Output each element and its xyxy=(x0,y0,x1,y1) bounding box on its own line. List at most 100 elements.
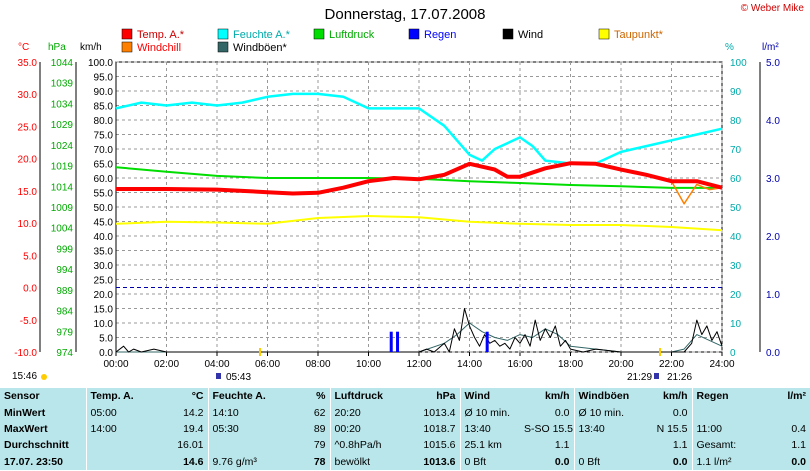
stats-cell: 0.0 xyxy=(791,455,806,468)
pressure-tick-label: 1004 xyxy=(51,224,74,235)
stats-header-cell: Feuchte A. xyxy=(207,388,280,405)
legend-swatch xyxy=(217,28,229,40)
humidity-tick-label: 80 xyxy=(730,116,742,127)
wind-tick-label: 10.0 xyxy=(94,319,114,330)
humidity-tick-label: 10 xyxy=(730,319,742,330)
stats-row-min: MinWert 05:00 14.2 14:10 62 20:20 1013.4… xyxy=(0,404,810,421)
temp-tick-label: 30.0 xyxy=(18,90,38,101)
sunset-label-a: 21:29 xyxy=(627,372,653,383)
pressure-tick-label: 1009 xyxy=(51,203,74,214)
copyright-label[interactable]: © Weber Mike xyxy=(740,3,804,14)
sunset-marker-icon xyxy=(654,373,659,379)
stats-row-avg: Durchschnitt 16.01 79 ^0.8hPa/h 1015.6 2… xyxy=(0,437,810,454)
humidity-tick-label: 30 xyxy=(730,261,742,272)
humidity-tick-label: 100 xyxy=(730,58,747,69)
x-tick-label: 04:00 xyxy=(204,359,229,370)
stats-cell: Ø 10 min. xyxy=(573,404,640,421)
wind-tick-label: 70.0 xyxy=(94,145,114,156)
stats-cell: 0.0 xyxy=(672,406,688,419)
stats-header-cell: Sensor xyxy=(4,390,40,403)
rain-tick-label: 4.0 xyxy=(766,116,780,127)
temp-tick-label: 5.0 xyxy=(23,251,37,262)
x-tick-label: 14:00 xyxy=(457,359,482,370)
stats-header-cell: Regen xyxy=(691,388,758,405)
temp-tick-label: 15.0 xyxy=(18,187,38,198)
temp-tick-label: -5.0 xyxy=(20,316,38,327)
stats-cell: 14:00 xyxy=(85,420,148,438)
stats-header-cell: Windböen xyxy=(573,388,640,405)
legend-label: Taupunkt* xyxy=(614,29,664,41)
wind-tick-label: 100.0 xyxy=(88,58,113,69)
stats-cell xyxy=(691,404,758,421)
stats-cell: 05:00 xyxy=(85,404,148,421)
stats-cell: 14.2 xyxy=(183,406,204,419)
wind-tick-label: 90.0 xyxy=(94,87,114,98)
stats-cell xyxy=(758,404,810,420)
humidity-tick-label: 0 xyxy=(730,348,736,359)
stats-row-current: 17.07. 23:50 14.6 9.76 g/m³ 78 bewölkt 1… xyxy=(0,453,810,470)
x-tick-label: 02:00 xyxy=(154,359,179,370)
stats-row-label: Durchschnitt xyxy=(4,439,69,452)
page-title: Donnerstag, 17.07.2008 xyxy=(324,6,486,23)
legend-swatch xyxy=(408,28,420,40)
legend-label: Wind xyxy=(518,29,543,41)
legend-swatch xyxy=(598,28,610,40)
pressure-unit-label: hPa xyxy=(48,42,66,53)
stats-cell: 1013.6 xyxy=(423,455,456,468)
wind-tick-label: 30.0 xyxy=(94,261,114,272)
rain-bar xyxy=(396,331,400,352)
legend-label: Luftdruck xyxy=(329,29,375,41)
stats-cell: 0.0 xyxy=(554,406,570,419)
stats-header-cell: Luftdruck xyxy=(329,388,400,405)
pressure-tick-label: 1039 xyxy=(51,79,74,90)
legend-label: Feuchte A.* xyxy=(233,29,291,41)
stats-cell: 1.1 xyxy=(791,439,806,452)
series-line-taupunkt xyxy=(115,215,723,232)
stats-cell: Ø 10 min. xyxy=(459,404,520,421)
x-tick-label: 22:00 xyxy=(659,359,684,370)
sunrise-label: 05:43 xyxy=(226,372,252,383)
stats-cell: 1013.4 xyxy=(423,406,456,419)
wind-tick-label: 40.0 xyxy=(94,232,114,243)
humidity-tick-label: 40 xyxy=(730,232,742,243)
stats-header-cell: Wind xyxy=(459,388,520,405)
stats-cell: 1.1 xyxy=(554,439,570,452)
stats-cell: 1018.7 xyxy=(423,422,456,435)
stats-cell: 79 xyxy=(313,439,326,452)
pressure-tick-label: 989 xyxy=(56,286,73,297)
legend-label: Temp. A.* xyxy=(137,29,185,41)
pressure-tick-label: 1024 xyxy=(51,141,74,152)
temp-tick-label: 20.0 xyxy=(18,155,38,166)
legend-swatch xyxy=(502,28,514,40)
x-tick-label: 18:00 xyxy=(558,359,583,370)
stats-cell: 05:30 xyxy=(207,420,280,438)
stats-cell: 0 Bft xyxy=(573,453,640,470)
stats-cell: 89 xyxy=(313,422,326,435)
stats-cell: 00:20 xyxy=(329,420,400,438)
legend-label: Windböen* xyxy=(233,42,288,54)
wind-unit-label: km/h xyxy=(80,42,102,53)
stats-cell: 19.4 xyxy=(183,422,204,435)
wind-tick-label: 25.0 xyxy=(94,276,114,287)
stats-cell xyxy=(207,437,280,454)
stats-header-row: Sensor Temp. A. °C Feuchte A. % Luftdruc… xyxy=(0,388,810,405)
temp-tick-label: 25.0 xyxy=(18,122,38,133)
stats-cell: 14:10 xyxy=(207,404,280,421)
pressure-tick-label: 994 xyxy=(56,265,73,276)
x-tick-label: 00:00 xyxy=(103,359,128,370)
x-tick-label: 16:00 xyxy=(507,359,532,370)
rain-tick-label: 5.0 xyxy=(766,58,780,69)
stats-header-cell: km/h xyxy=(662,390,688,403)
wind-tick-label: 85.0 xyxy=(94,102,114,113)
rain-bar xyxy=(485,331,489,352)
wind-tick-label: 50.0 xyxy=(94,203,114,214)
weather-chart: 00:00 02:00 04:00 06:00 08:00 10:00 12:00 14:00… xyxy=(14,28,780,380)
rain-tick-label: 2.0 xyxy=(766,232,780,243)
legend-swatch xyxy=(313,28,325,40)
stats-cell: 1.1 xyxy=(672,439,688,452)
stats-row-max: MaxWert 14:00 19.4 05:30 89 00:20 1018.7… xyxy=(0,420,810,438)
humidity-unit-label: % xyxy=(725,42,734,53)
stats-header-cell: hPa xyxy=(436,390,456,403)
sunset-label-b: 21:26 xyxy=(667,372,693,383)
wind-tick-label: 65.0 xyxy=(94,160,114,171)
